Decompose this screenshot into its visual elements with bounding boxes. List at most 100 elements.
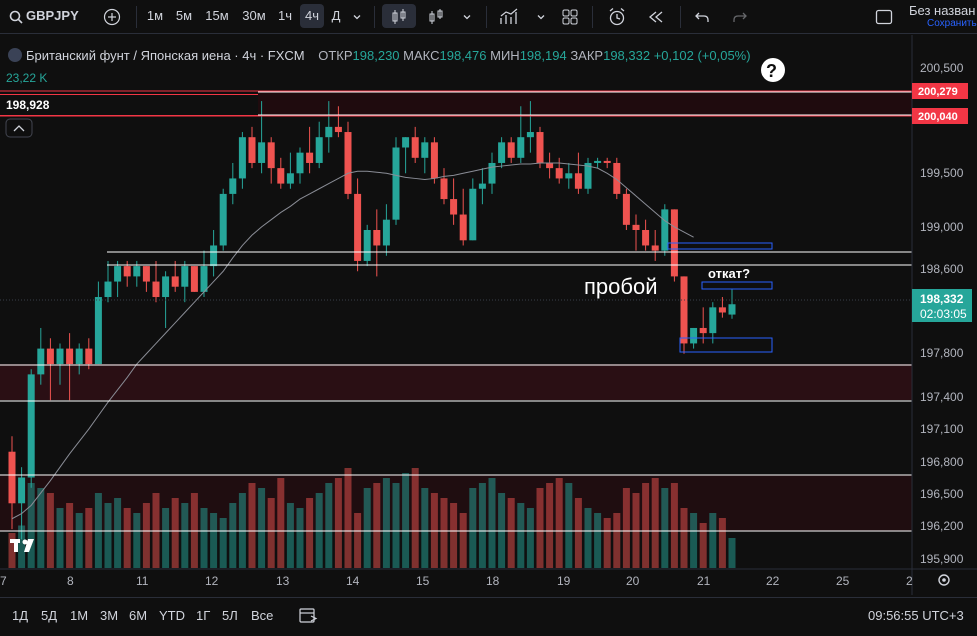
current-price-label[interactable] <box>912 289 972 322</box>
indicators-icon[interactable] <box>496 4 522 28</box>
interval-5m[interactable]: 5м <box>175 8 193 23</box>
candle[interactable] <box>133 266 141 277</box>
candle[interactable] <box>277 168 285 184</box>
candle[interactable] <box>642 230 650 246</box>
candle[interactable] <box>498 142 506 163</box>
candle[interactable] <box>450 199 458 215</box>
candle[interactable] <box>661 209 669 251</box>
candle[interactable] <box>8 451 16 504</box>
range-5y[interactable]: 5Л <box>222 608 238 623</box>
settings-gear-icon[interactable] <box>938 574 950 586</box>
candle[interactable] <box>37 348 45 375</box>
candles-chart-type-icon[interactable] <box>382 4 416 28</box>
alert-clock-icon[interactable] <box>604 4 630 28</box>
interval-day[interactable]: Д <box>331 8 341 23</box>
band-middle[interactable] <box>701 281 773 290</box>
candle[interactable] <box>430 142 438 179</box>
candle[interactable] <box>123 266 131 277</box>
candle[interactable] <box>507 142 515 158</box>
candle[interactable] <box>210 245 218 267</box>
range-ytd[interactable]: YTD <box>159 608 185 623</box>
candle[interactable] <box>565 173 573 179</box>
candle[interactable] <box>334 126 342 133</box>
collapse-legend-button[interactable] <box>5 118 33 138</box>
interval-1m[interactable]: 1м <box>146 8 164 23</box>
candle[interactable] <box>315 137 323 163</box>
redo-icon[interactable] <box>728 4 752 28</box>
clock-timezone[interactable]: 09:56:55 UTC+3 <box>868 608 964 623</box>
candle[interactable] <box>325 126 333 138</box>
candle[interactable] <box>459 214 467 241</box>
candle[interactable] <box>267 142 275 169</box>
range-all[interactable]: Все <box>251 608 274 623</box>
candle[interactable] <box>728 304 736 315</box>
interval-1h[interactable]: 1ч <box>277 8 292 23</box>
candle[interactable] <box>718 307 726 313</box>
candle[interactable] <box>699 327 707 334</box>
range-1y[interactable]: 1Г <box>196 608 211 623</box>
candle[interactable] <box>363 230 371 261</box>
interval-30m[interactable]: 30м <box>242 8 266 23</box>
level-label-200040[interactable] <box>912 108 968 124</box>
candle[interactable] <box>622 193 630 225</box>
candle[interactable] <box>46 348 54 365</box>
candle[interactable] <box>440 178 448 200</box>
replay-icon[interactable] <box>644 4 668 28</box>
candle[interactable] <box>411 137 419 158</box>
level-label-200279[interactable] <box>912 83 968 99</box>
candle[interactable] <box>238 137 246 179</box>
candle[interactable] <box>526 132 534 138</box>
candle[interactable] <box>709 307 717 334</box>
pullback-annotation[interactable]: откат? <box>708 266 750 281</box>
candle[interactable] <box>546 162 554 169</box>
layout-icon[interactable] <box>872 4 896 28</box>
candle[interactable] <box>651 245 659 251</box>
indicators-dropdown-icon[interactable] <box>532 4 550 28</box>
templates-grid-icon[interactable] <box>558 4 582 28</box>
candle[interactable] <box>142 266 150 282</box>
candle[interactable] <box>18 477 26 504</box>
save-link[interactable]: Сохранить <box>927 18 977 29</box>
candle[interactable] <box>517 137 525 158</box>
symbol-name[interactable]: GBPJPY <box>26 8 79 23</box>
legend-title[interactable]: Британский фунт / Японская иена · 4ч · F… <box>26 48 305 63</box>
candle[interactable] <box>574 173 582 189</box>
candle[interactable] <box>382 219 390 246</box>
candle[interactable] <box>421 142 429 158</box>
candle[interactable] <box>488 162 496 184</box>
candle[interactable] <box>584 162 592 189</box>
candle[interactable] <box>373 230 381 246</box>
interval-15m[interactable]: 15м <box>205 8 229 23</box>
candle[interactable] <box>392 147 400 220</box>
candle[interactable] <box>286 173 294 184</box>
date-range-picker-icon[interactable] <box>298 606 318 627</box>
band-upper[interactable] <box>667 242 773 250</box>
price-chart[interactable]: пробой откат? 200,500 199,500 199,000 19… <box>0 35 977 595</box>
interval-4h[interactable]: 4ч <box>300 4 324 28</box>
candle[interactable] <box>258 142 266 163</box>
candle[interactable] <box>354 193 362 261</box>
interval-dropdown-icon[interactable] <box>348 4 366 28</box>
help-icon[interactable]: ? <box>761 58 785 82</box>
range-5d[interactable]: 5Д <box>41 608 58 623</box>
candle[interactable] <box>219 193 227 246</box>
undo-icon[interactable] <box>690 4 714 28</box>
candle[interactable] <box>536 132 544 163</box>
candle[interactable] <box>680 276 688 344</box>
range-3m[interactable]: 3М <box>100 608 119 623</box>
candle[interactable] <box>162 276 170 298</box>
candle[interactable] <box>104 281 112 298</box>
bars-chart-type-icon[interactable] <box>424 4 448 28</box>
candle[interactable] <box>171 276 179 287</box>
candle[interactable] <box>190 266 198 292</box>
candle[interactable] <box>66 348 74 365</box>
candle[interactable] <box>555 168 563 179</box>
candle[interactable] <box>200 266 208 292</box>
range-6m[interactable]: 6М <box>129 608 148 623</box>
candle[interactable] <box>56 348 64 365</box>
candle[interactable] <box>229 178 237 194</box>
breakout-annotation[interactable]: пробой <box>584 274 658 299</box>
candle[interactable] <box>632 224 640 230</box>
left-price-marker[interactable]: 198,928 <box>0 94 258 116</box>
candle[interactable] <box>613 162 621 194</box>
